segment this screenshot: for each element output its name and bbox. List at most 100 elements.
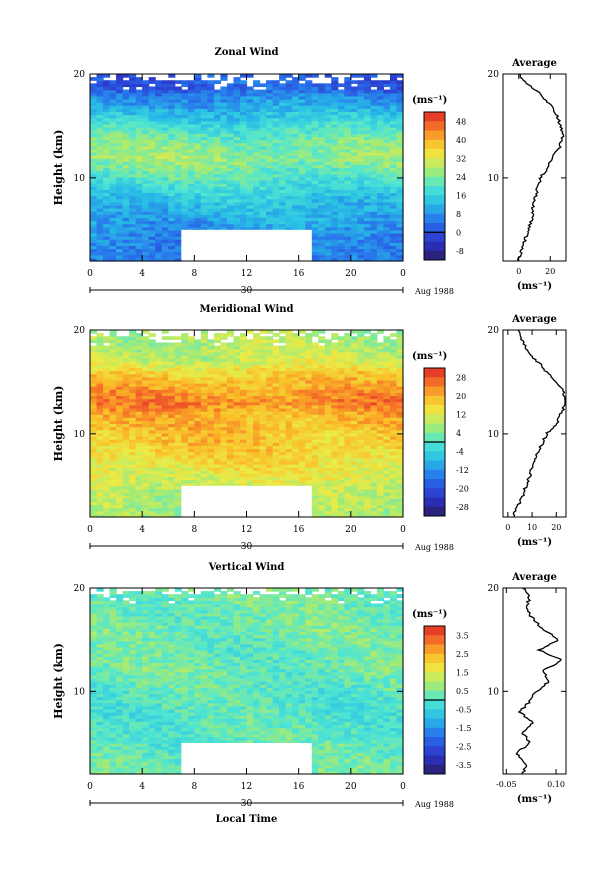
colorbar-tick-label: 48 — [456, 117, 466, 126]
average-x-tick-label: 0 — [505, 523, 510, 532]
y-axis-label: Height (km) — [52, 130, 65, 206]
colorbar-tick-label: 16 — [456, 191, 466, 200]
colorbar-segment — [424, 386, 445, 397]
average-x-tick-label: 10 — [527, 523, 537, 532]
colorbar-tick-label: 1.5 — [456, 668, 469, 677]
colorbar-unit: (ms⁻¹) — [412, 609, 447, 620]
colorbar-tick-label: 2.5 — [456, 650, 469, 659]
colorbar-segment — [424, 130, 445, 141]
colorbar: 48 40 32 24 16 8 0 -8 — [423, 111, 466, 261]
y-tick-label: 10 — [74, 174, 86, 184]
colorbar-unit: (ms⁻¹) — [412, 95, 447, 106]
colorbar-tick-label: 3.5 — [456, 631, 469, 640]
x-tick-label: 0 — [400, 782, 406, 792]
average-frame — [502, 73, 567, 262]
x-tick-label: 0 — [400, 269, 406, 279]
x-tick-label: 8 — [191, 782, 197, 792]
colorbar-segment — [424, 377, 445, 387]
colorbar-segment — [424, 432, 445, 443]
panel-title: Vertical Wind — [208, 562, 285, 573]
date-label: 30 — [241, 286, 253, 296]
x-tick-label: 20 — [345, 525, 357, 535]
colorbar-segment — [424, 176, 445, 187]
colorbar-segment — [424, 663, 445, 673]
colorbar-segment — [424, 488, 445, 498]
colorbar-segment — [424, 414, 445, 424]
x-tick-label: 0 — [87, 782, 93, 792]
colorbar-tick-label: 4 — [456, 429, 461, 438]
average-y-tick-label: 10 — [488, 687, 500, 697]
colorbar-tick-label: 0.5 — [456, 687, 469, 696]
average-profile-line — [512, 329, 566, 518]
colorbar-tick-label: -4 — [456, 447, 464, 456]
average-unit: (ms⁻¹) — [517, 794, 552, 805]
colorbar-tick-label: -20 — [456, 484, 469, 493]
heatmap-field — [90, 74, 404, 262]
average-x-tick-label: 20 — [551, 523, 561, 532]
average-y-tick-label: 20 — [488, 70, 500, 80]
x-tick-label: 20 — [345, 782, 357, 792]
y-tick-label: 10 — [74, 430, 86, 440]
colorbar-segment — [424, 223, 445, 233]
colorbar-segment — [424, 690, 445, 701]
month-label: Aug 1988 — [414, 800, 454, 809]
colorbar-segment — [424, 700, 445, 710]
colorbar-segment — [424, 250, 445, 261]
colorbar-segment — [424, 149, 445, 159]
colorbar-segment — [424, 241, 445, 252]
x-tick-label: 8 — [191, 269, 197, 279]
y-axis-label: Height (km) — [52, 643, 65, 719]
panel-3: Vertical Wind 0 4 8 12 16 20 0 10 20 Height (km) 30… — [52, 562, 567, 825]
colorbar-tick-label: 8 — [456, 210, 461, 219]
colorbar-segment — [424, 653, 445, 664]
average-y-tick-label: 10 — [488, 174, 500, 184]
colorbar-segment — [424, 232, 445, 242]
colorbar-segment — [424, 368, 445, 378]
date-label: 30 — [241, 799, 253, 809]
colorbar-tick-label: -2.5 — [456, 742, 471, 751]
colorbar-tick-label: -8 — [456, 247, 464, 256]
colorbar-tick-label: 32 — [456, 154, 466, 163]
colorbar-segment — [424, 139, 445, 150]
colorbar-tick-label: 40 — [456, 136, 466, 145]
colorbar-segment — [424, 644, 445, 655]
x-tick-label: 16 — [293, 525, 305, 535]
y-tick-label: 20 — [74, 70, 86, 80]
panel-title: Zonal Wind — [214, 47, 278, 58]
colorbar-segment — [424, 469, 445, 480]
colorbar-tick-label: 24 — [456, 173, 466, 182]
colorbar-segment — [424, 709, 445, 719]
colorbar-tick-label: 20 — [456, 392, 466, 401]
x-tick-label: 4 — [139, 525, 145, 535]
colorbar-segment — [424, 167, 445, 178]
colorbar-segment — [424, 635, 445, 645]
colorbar-tick-label: 12 — [456, 410, 466, 419]
x-tick-label: 16 — [293, 269, 305, 279]
colorbar: 3.5 2.5 1.5 0.5 -0.5 -1.5 -2.5 -3.5 — [423, 625, 471, 775]
colorbar-segment — [424, 186, 445, 196]
colorbar-segment — [424, 497, 445, 508]
average-y-tick-label: 20 — [488, 584, 500, 594]
heatmap-field — [90, 330, 404, 518]
colorbar-tick-label: -12 — [456, 466, 469, 475]
average-profile-line — [516, 73, 565, 262]
colorbar-segment — [424, 672, 445, 682]
x-tick-label: 20 — [345, 269, 357, 279]
colorbar-segment — [424, 451, 445, 461]
x-axis-label: Local Time — [216, 814, 278, 825]
colorbar-tick-label: 0 — [456, 228, 461, 237]
average-title: Average — [511, 58, 557, 69]
colorbar-segment — [424, 423, 445, 434]
x-tick-label: 4 — [139, 269, 145, 279]
x-tick-label: 0 — [87, 269, 93, 279]
colorbar-tick-label: -3.5 — [456, 761, 471, 770]
average-unit: (ms⁻¹) — [517, 537, 552, 548]
colorbar-segment — [424, 405, 445, 415]
average-title: Average — [511, 572, 557, 583]
x-tick-label: 4 — [139, 782, 145, 792]
average-y-tick-label: 20 — [488, 326, 500, 336]
y-tick-label: 10 — [74, 687, 86, 697]
y-tick-label: 20 — [74, 584, 86, 594]
